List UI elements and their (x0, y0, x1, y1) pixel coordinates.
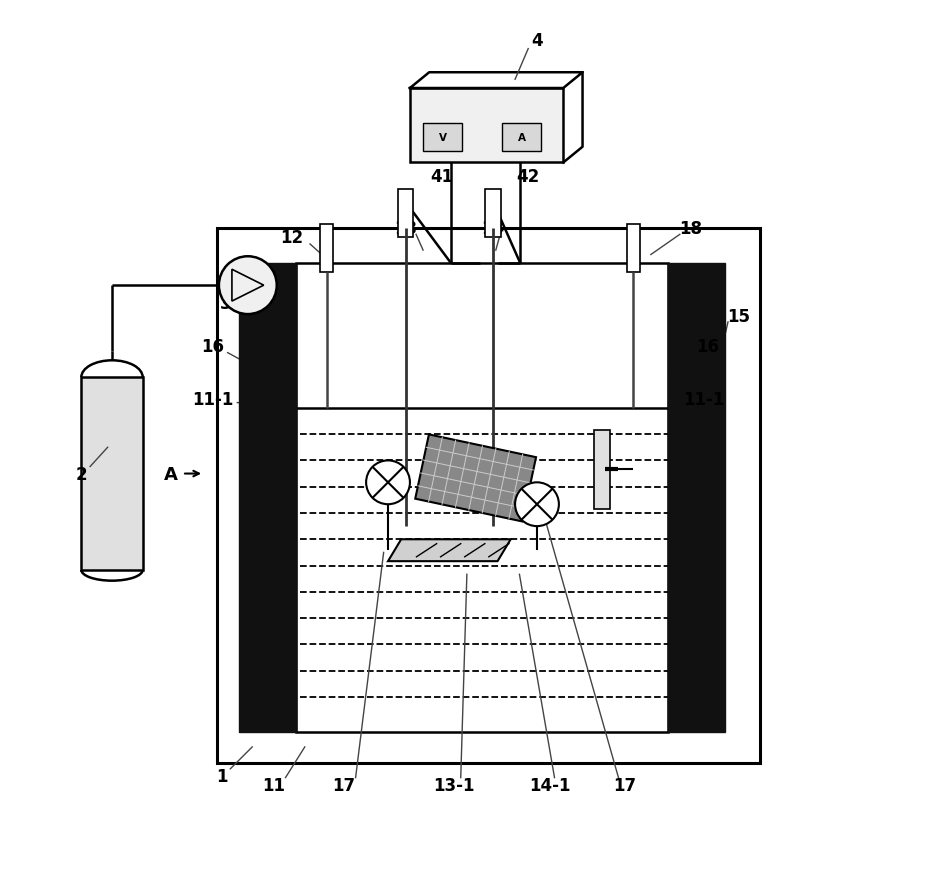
Bar (217, 229, 760, 763)
Text: 14: 14 (482, 220, 505, 238)
Circle shape (515, 483, 559, 527)
Text: 42: 42 (516, 168, 540, 185)
Bar (423, 124, 462, 152)
Bar (398, 190, 413, 238)
Text: V: V (438, 133, 447, 143)
Text: 1: 1 (216, 767, 228, 785)
Text: 11-1: 11-1 (683, 391, 724, 408)
Bar (410, 89, 563, 163)
Text: 2: 2 (76, 465, 87, 483)
Text: A: A (518, 133, 525, 143)
Text: A: A (164, 465, 178, 483)
Text: 14-1: 14-1 (529, 776, 571, 794)
Circle shape (219, 257, 277, 314)
Text: 12: 12 (280, 228, 303, 247)
Bar (320, 225, 333, 273)
Circle shape (366, 461, 410, 505)
Text: 11: 11 (263, 776, 286, 794)
Bar (486, 190, 501, 238)
Text: 15: 15 (727, 307, 750, 326)
Bar (627, 225, 640, 273)
Text: 13-1: 13-1 (433, 776, 475, 794)
Bar (81, 378, 142, 571)
Text: 16: 16 (202, 338, 224, 356)
Text: 41: 41 (430, 168, 453, 185)
Bar (296, 264, 669, 732)
Text: 16: 16 (697, 338, 720, 356)
Polygon shape (388, 540, 511, 562)
Text: 11-1: 11-1 (192, 391, 233, 408)
Text: 17: 17 (613, 776, 636, 794)
Bar (239, 264, 296, 732)
Text: 17: 17 (333, 776, 356, 794)
Bar (502, 124, 541, 152)
Polygon shape (415, 435, 536, 522)
Bar (669, 264, 725, 732)
Text: 18: 18 (679, 220, 702, 238)
Text: 3: 3 (220, 294, 232, 313)
Text: 4: 4 (531, 32, 543, 50)
Bar (594, 430, 610, 509)
Text: 13: 13 (394, 220, 417, 238)
